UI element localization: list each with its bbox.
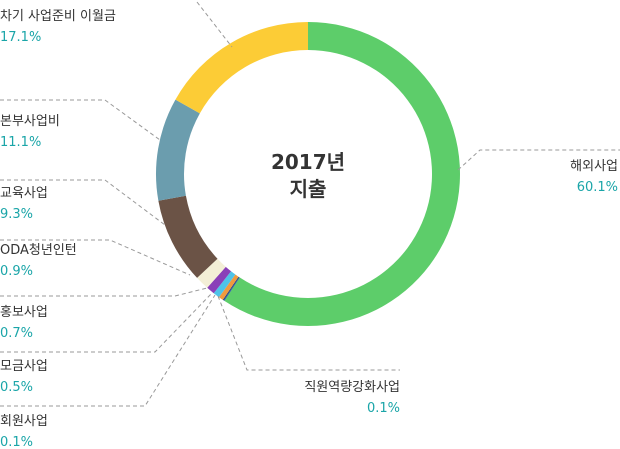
slice-6 — [158, 195, 218, 278]
label-hq: 본부사업비 11.1% — [0, 114, 60, 150]
label-name-membership: 회원사업 — [0, 414, 48, 429]
label-education: 교육사업 9.3% — [0, 186, 48, 222]
label-pct-pr: 0.7% — [0, 326, 33, 341]
label-pct-overseas: 60.1% — [577, 180, 618, 195]
slice-0 — [224, 22, 460, 327]
center-title-label: 지출 — [290, 177, 327, 201]
slice-2 — [222, 276, 240, 301]
slice-4 — [213, 271, 236, 298]
label-name-education: 교육사업 — [0, 186, 48, 201]
leader-lines — [0, 1, 620, 407]
slice-5 — [207, 266, 232, 294]
donut-slices — [156, 22, 460, 327]
label-carryover: 차기 사업준비 이월금 17.1% — [0, 9, 116, 45]
label-pr: 홍보사업 0.7% — [0, 305, 48, 341]
label-name-oda-intern: ODA청년인턴 — [0, 243, 77, 258]
label-overseas: 해외사업 60.1% — [570, 159, 618, 195]
slice-1 — [223, 277, 240, 301]
label-name-overseas: 해외사업 — [570, 159, 618, 174]
label-staff-capacity: 직원역량강화사업 0.1% — [304, 380, 400, 416]
label-pct-fundraising: 0.5% — [0, 380, 33, 395]
label-name-pr: 홍보사업 — [0, 305, 48, 320]
label-name-carryover: 차기 사업준비 이월금 — [0, 9, 116, 24]
label-pct-carryover: 17.1% — [0, 30, 41, 45]
label-oda-intern: ODA청년인턴 0.9% — [0, 243, 77, 279]
center-title-year: 2017년 — [271, 150, 345, 174]
label-membership: 회원사업 0.1% — [0, 414, 48, 449]
slice-3 — [218, 274, 239, 300]
label-pct-oda-intern: 0.9% — [0, 264, 33, 279]
label-pct-education: 9.3% — [0, 207, 33, 222]
slice-unlabeled — [197, 258, 226, 288]
slice-8 — [175, 22, 308, 114]
label-name-hq: 본부사업비 — [0, 114, 60, 129]
label-pct-membership: 0.1% — [0, 435, 33, 449]
label-fundraising: 모금사업 0.5% — [0, 359, 48, 395]
label-pct-hq: 11.1% — [0, 135, 41, 150]
label-name-fundraising: 모금사업 — [0, 359, 48, 374]
center-title: 2017년 지출 — [271, 150, 345, 201]
label-pct-staff-capacity: 0.1% — [367, 401, 400, 416]
label-name-staff-capacity: 직원역량강화사업 — [304, 380, 400, 395]
slice-7 — [156, 99, 200, 201]
